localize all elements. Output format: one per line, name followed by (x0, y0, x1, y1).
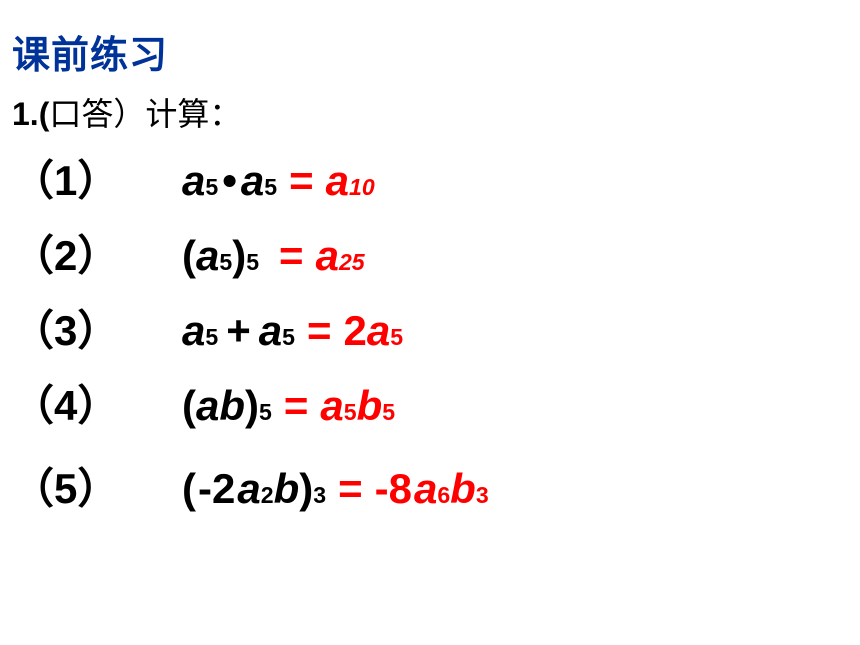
item-number: （1） (12, 147, 182, 208)
expression: (-2a2b)3 (182, 465, 326, 513)
item-number: （5） (12, 455, 182, 516)
expression: a5 • a5 (182, 157, 277, 205)
item-4: （4） (ab)5 = a5b5 (12, 372, 848, 433)
expression: a5 +a5 (182, 307, 295, 355)
answer: = a10 (289, 157, 375, 205)
section-title: 课前练习 (12, 24, 848, 79)
item-number: （2） (12, 222, 182, 283)
prompt-prefix: 1.( (12, 96, 49, 132)
item-number: （4） (12, 372, 182, 433)
item-2: （2） (a5)5 = a25 (12, 222, 848, 283)
expression: (a5)5 (182, 232, 259, 280)
answer: = 2a5 (307, 307, 403, 355)
item-1: （1） a5 • a5 = a10 (12, 147, 848, 208)
expression: (ab)5 (182, 382, 272, 430)
answer: = a5b5 (284, 382, 395, 430)
item-5: （5） (-2a2b)3 = -8a6b3 (12, 455, 848, 516)
item-3: （3） a5 +a5 = 2a5 (12, 297, 848, 358)
answer: = -8a6b3 (338, 465, 489, 513)
item-number: （3） (12, 297, 182, 358)
prompt-rest: 口答）计算： (49, 96, 241, 132)
slide-container: 课前练习 1.(口答）计算： （1） a5 • a5 = a10 （2） (a5… (0, 0, 860, 516)
answer: = a25 (279, 232, 365, 280)
question-prompt: 1.(口答）计算： (12, 89, 848, 135)
